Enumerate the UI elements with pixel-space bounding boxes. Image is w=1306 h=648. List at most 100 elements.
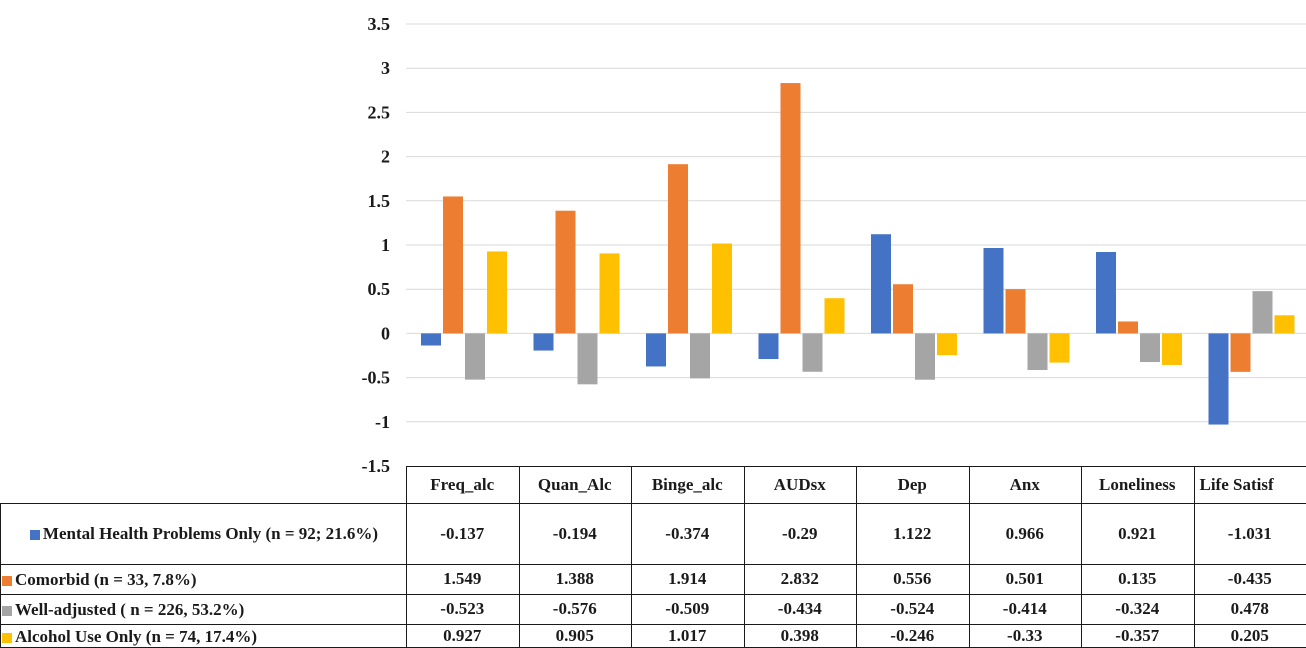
- legend-label: Well-adjusted ( n = 226, 53.2%): [15, 599, 245, 619]
- table-value-cell: 0.501: [1005, 569, 1044, 588]
- table-header-category: Freq_alc: [430, 474, 495, 494]
- bar: [465, 333, 485, 380]
- bar: [1230, 333, 1251, 372]
- table-value-cell: 1.549: [443, 569, 482, 588]
- table-value-cell: 0.398: [780, 626, 819, 645]
- y-tick-label: 3.5: [368, 14, 391, 34]
- table-value-cell: -0.357: [1115, 626, 1160, 645]
- bar: [668, 164, 688, 334]
- table-border: [0, 503, 1, 648]
- table-value-cell: -0.523: [440, 599, 485, 618]
- bar: [1049, 333, 1070, 363]
- table-border: [968, 466, 970, 648]
- bar: [871, 234, 891, 334]
- table-value-cell: 1.914: [668, 569, 707, 588]
- bar: [712, 243, 732, 334]
- legend-entry: Mental Health Problems Only (n = 92; 21.…: [0, 503, 406, 564]
- y-tick-label: 3: [381, 58, 390, 78]
- table-border: [1193, 466, 1195, 648]
- bar: [533, 333, 554, 351]
- table-value-cell: -0.33: [1007, 626, 1043, 645]
- table-value-cell: -1.031: [1227, 523, 1272, 543]
- table-border: [631, 466, 632, 648]
- y-axis-tick-labels: 3.5 3 2.5 2 1.5 1 0.5 0 -0.5 -1 -1.5: [362, 14, 391, 476]
- y-tick-label: 0: [381, 323, 390, 343]
- bar: [983, 248, 1004, 334]
- table-value-cell: -0.576: [552, 599, 597, 618]
- legend-label: Alcohol Use Only (n = 74, 17.4%): [15, 626, 258, 646]
- y-tick-label: -1: [375, 412, 390, 432]
- bar: [1027, 333, 1048, 370]
- y-tick-label: -0.5: [362, 368, 391, 388]
- table-value-cell: 0.135: [1118, 569, 1157, 588]
- bar: [1274, 315, 1295, 334]
- table-header-category: Life Satisf: [1199, 474, 1274, 494]
- table-header-category: Binge_alc: [651, 474, 723, 494]
- table-value-cell: 2.832: [780, 569, 819, 588]
- table-value-cell: 1.122: [893, 523, 932, 543]
- legend-label: Mental Health Problems Only (n = 92; 21.…: [42, 524, 379, 543]
- bar: [599, 253, 620, 334]
- table-value-cell: -0.414: [1002, 599, 1047, 618]
- legend-swatch: [2, 605, 12, 616]
- bar: [802, 333, 823, 372]
- bar: [1118, 321, 1138, 334]
- table-border: [0, 503, 1306, 504]
- bar: [1005, 289, 1026, 334]
- legend-entry-content: Alcohol Use Only (n = 74, 17.4%): [2, 627, 257, 646]
- bar: [690, 333, 710, 379]
- bar: [824, 298, 845, 334]
- bar: [555, 210, 576, 334]
- bars: [421, 83, 1295, 425]
- table-value-cell: 0.905: [555, 626, 594, 645]
- table-value-cell: -0.374: [665, 523, 710, 543]
- table-value-cell: 0.478: [1230, 599, 1269, 618]
- bar: [780, 83, 801, 334]
- y-tick-label: 2: [381, 147, 390, 167]
- table-value-cell: 0.927: [443, 626, 482, 645]
- legend-swatch: [2, 575, 12, 586]
- y-tick-label: 2.5: [368, 102, 391, 122]
- bar: [1162, 333, 1182, 365]
- table-value-cell: -0.524: [890, 599, 935, 618]
- legend-entry-content: Well-adjusted ( n = 226, 53.2%): [2, 600, 244, 619]
- bar: [1096, 251, 1116, 334]
- table-value-cell: -0.324: [1115, 599, 1160, 618]
- table-border: [743, 466, 745, 648]
- table-value-cell: -0.435: [1227, 569, 1272, 588]
- bar: [893, 284, 913, 334]
- bar: [577, 333, 598, 385]
- table-border: [406, 466, 407, 648]
- table-border: [0, 564, 1306, 565]
- legend-entry: Alcohol Use Only (n = 74, 17.4%): [0, 624, 406, 648]
- bar: [1208, 333, 1229, 425]
- legend-swatch: [29, 530, 40, 541]
- table-header-category: Dep: [897, 474, 927, 494]
- table-border: [856, 466, 857, 648]
- table-value-cell: -0.194: [552, 523, 597, 543]
- legend-entry-content: Mental Health Problems Only (n = 92; 21.…: [2, 524, 406, 543]
- y-tick-label: 1: [381, 235, 390, 255]
- bar: [1140, 333, 1160, 363]
- table-value-cell: -0.137: [440, 523, 485, 543]
- table-value-cell: 0.205: [1230, 626, 1269, 645]
- table-header-category: Anx: [1009, 474, 1040, 494]
- table-border: [0, 594, 1306, 595]
- table-header-category: Loneliness: [1098, 474, 1176, 494]
- bar: [1252, 291, 1273, 334]
- bar: [915, 333, 935, 380]
- legend-entry: Well-adjusted ( n = 226, 53.2%): [0, 594, 406, 624]
- y-tick-label: 0.5: [368, 279, 391, 299]
- legend-entry-content: Comorbid (n = 33, 7.8%): [2, 570, 197, 589]
- table-value-cell: -0.246: [890, 626, 935, 645]
- table-value-cell: 0.556: [893, 569, 932, 588]
- legend-swatch: [2, 632, 12, 643]
- table-border: [518, 466, 520, 648]
- bar: [421, 333, 441, 346]
- table-header-category: AUDsx: [773, 474, 826, 494]
- bar: [646, 333, 666, 367]
- table-border: [0, 624, 1306, 625]
- bar: [487, 251, 507, 334]
- bar: [443, 196, 463, 334]
- legend-label: Comorbid (n = 33, 7.8%): [15, 569, 197, 589]
